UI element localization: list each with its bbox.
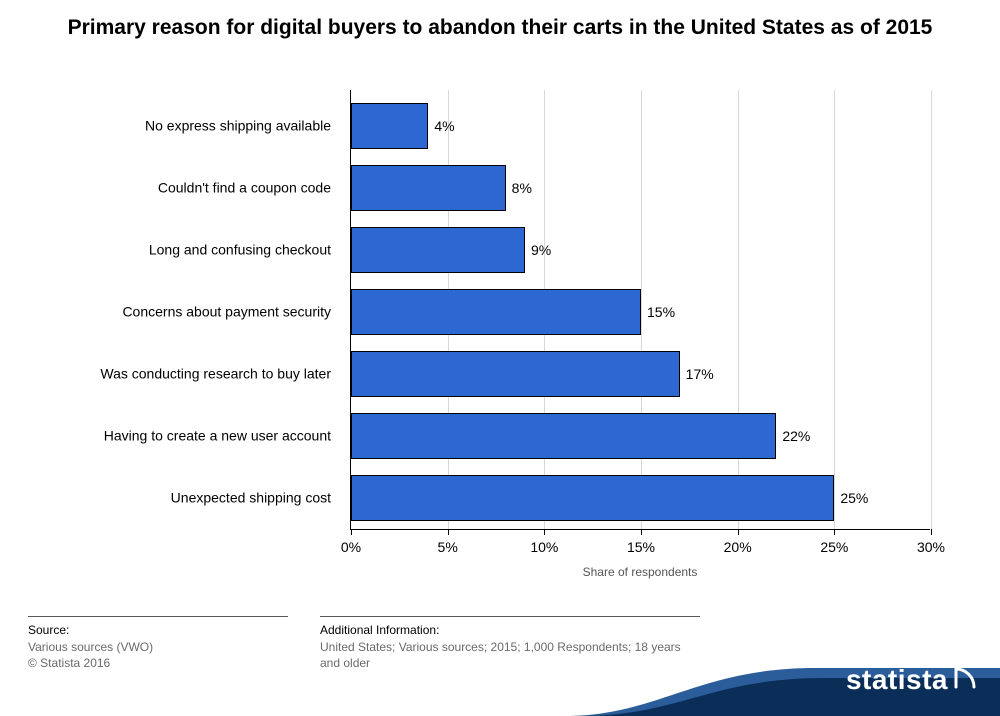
x-tick-label: 5% — [438, 539, 458, 555]
x-tick — [931, 529, 932, 535]
value-label: 22% — [776, 428, 810, 444]
source-head: Source: — [28, 623, 288, 637]
brand-name: statista — [846, 664, 948, 695]
x-tick — [834, 529, 835, 535]
footer: Source: Various sources (VWO)© Statista … — [0, 610, 1000, 716]
x-tick-label: 25% — [820, 539, 848, 555]
source-text: Various sources (VWO)© Statista 2016 — [28, 639, 288, 671]
info-head: Additional Information: — [320, 623, 700, 637]
value-label: 15% — [641, 304, 675, 320]
category-label: Having to create a new user account — [61, 428, 341, 445]
value-label: 17% — [680, 366, 714, 382]
bar — [351, 351, 680, 397]
chart-title: Primary reason for digital buyers to aba… — [0, 0, 1000, 48]
bar-row: Long and confusing checkout9% — [351, 227, 930, 273]
category-label: No express shipping available — [61, 118, 341, 135]
chart-area: 0% 5% 10% 15% 20% 25% 30% No express shipping a… — [60, 90, 960, 570]
bar — [351, 103, 428, 149]
bar-row: Couldn't find a coupon code8% — [351, 165, 930, 211]
bar — [351, 165, 506, 211]
plot-region: 0%5%10%15%20%25%30%No express shipping a… — [350, 90, 930, 530]
bar — [351, 413, 776, 459]
info-block: Additional Information: United States; V… — [320, 616, 700, 671]
brand-arc-icon — [952, 665, 978, 698]
bar-row: Unexpected shipping cost25% — [351, 475, 930, 521]
x-tick-label: 0% — [341, 539, 361, 555]
bar-row: Concerns about payment security15% — [351, 289, 930, 335]
value-label: 8% — [506, 180, 532, 196]
category-label: Concerns about payment security — [61, 304, 341, 321]
x-tick — [641, 529, 642, 535]
x-axis-title: Share of respondents — [350, 565, 930, 579]
category-label: Couldn't find a coupon code — [61, 180, 341, 197]
info-text: United States; Various sources; 2015; 1,… — [320, 639, 700, 671]
bar — [351, 227, 525, 273]
x-tick — [544, 529, 545, 535]
gridline — [931, 90, 932, 529]
x-tick-label: 15% — [627, 539, 655, 555]
bar-row: Was conducting research to buy later17% — [351, 351, 930, 397]
value-label: 25% — [834, 490, 868, 506]
value-label: 4% — [428, 118, 454, 134]
brand-logo: statista — [846, 664, 978, 698]
x-tick — [738, 529, 739, 535]
bar-row: Having to create a new user account22% — [351, 413, 930, 459]
x-tick — [448, 529, 449, 535]
source-block: Source: Various sources (VWO)© Statista … — [28, 616, 288, 671]
category-label: Unexpected shipping cost — [61, 490, 341, 507]
category-label: Long and confusing checkout — [61, 242, 341, 259]
x-tick-label: 10% — [530, 539, 558, 555]
x-tick — [351, 529, 352, 535]
bar-row: No express shipping available4% — [351, 103, 930, 149]
bar — [351, 289, 641, 335]
x-tick-label: 30% — [917, 539, 945, 555]
value-label: 9% — [525, 242, 551, 258]
bar — [351, 475, 834, 521]
category-label: Was conducting research to buy later — [61, 366, 341, 383]
x-tick-label: 20% — [724, 539, 752, 555]
